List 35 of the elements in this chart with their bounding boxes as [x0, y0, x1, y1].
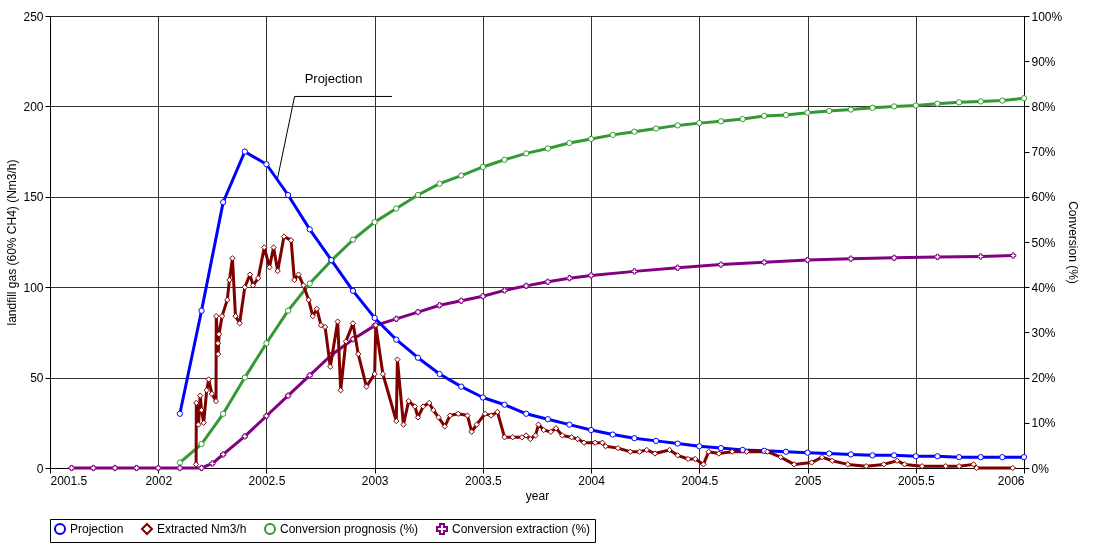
- y2-tick-label: 10%: [1031, 416, 1056, 431]
- y2-tick-label: 30%: [1031, 325, 1056, 340]
- x-tick-label: 2003: [361, 473, 389, 488]
- y2-tick-label: 50%: [1031, 235, 1056, 250]
- x-tick-label: 2002: [145, 473, 173, 488]
- y-tick-label: 200: [23, 99, 44, 114]
- x-axis-title: year: [525, 488, 550, 503]
- x-tick-label: 2005.5: [897, 473, 935, 488]
- y2-tick-label: 60%: [1031, 190, 1056, 205]
- y2-tick-label: 70%: [1031, 145, 1056, 160]
- x-tick-label: 2006: [997, 473, 1025, 488]
- x-tick-label: 2003.5: [465, 473, 503, 488]
- y-tick-label: 150: [23, 190, 44, 205]
- y-tick-label: 100: [23, 280, 44, 295]
- annotation: Projection: [304, 71, 363, 87]
- y2-tick-label: 80%: [1031, 99, 1056, 114]
- x-tick-label: 2005: [794, 473, 822, 488]
- y-tick-label: 0: [36, 461, 44, 476]
- y2-tick-label: 40%: [1031, 280, 1056, 295]
- y-axis-title: landfill gas (60% CH4) (Nm3/h): [5, 159, 20, 326]
- y2-tick-label: 20%: [1031, 371, 1056, 386]
- x-tick-label: 2001.5: [50, 473, 88, 488]
- y2-tick-label: 0%: [1031, 461, 1050, 476]
- y-tick-label: 250: [23, 9, 44, 24]
- y2-tick-label: 100%: [1031, 9, 1063, 24]
- legend-label: Conversion extraction (%): [452, 522, 591, 536]
- legend-label: Extracted Nm3/h: [157, 522, 247, 536]
- y2-tick-label: 90%: [1031, 54, 1056, 69]
- y2-axis-title: Conversion (%): [1066, 201, 1081, 284]
- y-tick-label: 50: [30, 371, 44, 386]
- x-tick-label: 2002.5: [248, 473, 286, 488]
- legend-label: Projection: [70, 522, 124, 536]
- x-tick-label: 2004.5: [681, 473, 719, 488]
- legend-label: Conversion prognosis (%): [280, 522, 419, 536]
- x-tick-label: 2004: [578, 473, 606, 488]
